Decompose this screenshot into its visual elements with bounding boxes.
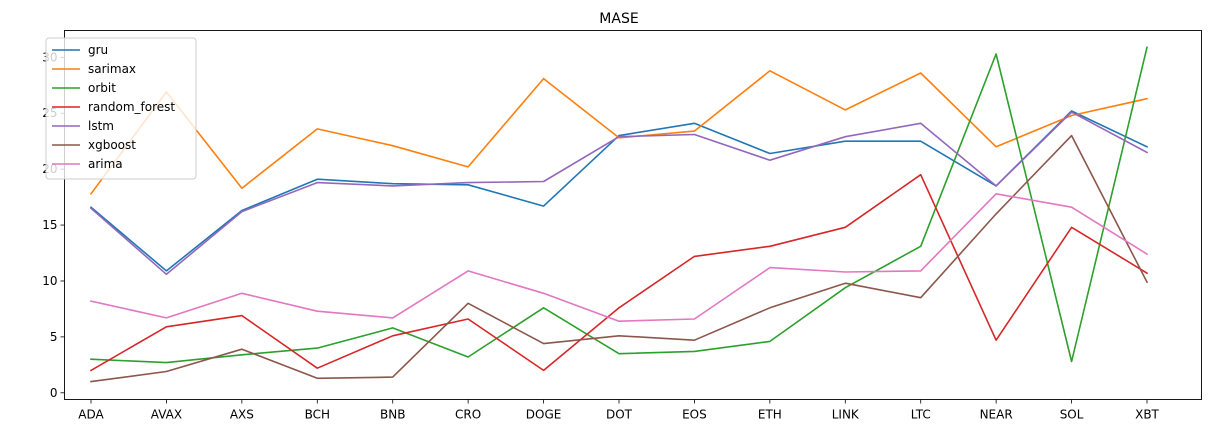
- x-tick-label: LTC: [911, 408, 931, 422]
- x-tick-label: CRO: [455, 408, 481, 422]
- x-tick-label: BNB: [380, 408, 405, 422]
- series-line-lstm: [89, 111, 1149, 276]
- x-tick-label: DOT: [606, 408, 633, 422]
- x-tick-label: AVAX: [151, 408, 182, 422]
- legend-label: sarimax: [88, 62, 136, 76]
- legend-label: lstm: [88, 119, 114, 133]
- legend-label: orbit: [88, 81, 116, 95]
- series-line-orbit: [90, 46, 1148, 364]
- legend-label: xgboost: [88, 138, 136, 152]
- x-tick-label: SOL: [1060, 408, 1084, 422]
- x-tick-label: AXS: [230, 408, 254, 422]
- x-tick-label: NEAR: [980, 408, 1013, 422]
- series-line-xgboost: [90, 134, 1149, 383]
- x-axis: ADA AVAX AXS BCH BNB CRO DOGE DOT EOS ETH LINK LTC N…: [78, 399, 1160, 422]
- legend-label: arima: [88, 157, 123, 171]
- y-tick-label: 0: [50, 386, 58, 400]
- x-tick-label: ADA: [78, 408, 104, 422]
- y-tick-label: 10: [42, 274, 57, 288]
- series-line-arima: [90, 193, 1149, 323]
- x-tick-label: ETH: [758, 408, 782, 422]
- plot-frame: [64, 30, 1202, 400]
- series-line-gru: [89, 110, 1149, 272]
- chart-title: MASE: [599, 11, 638, 27]
- legend-label: gru: [88, 43, 108, 57]
- plot-lines: [89, 46, 1149, 383]
- legend-box: [45, 37, 197, 180]
- x-tick-label: BCH: [305, 408, 330, 422]
- y-tick-label: 15: [42, 218, 57, 232]
- x-tick-label: XBT: [1135, 408, 1159, 422]
- series-line-random-forest: [89, 173, 1149, 372]
- x-tick-label: DOGE: [526, 408, 562, 422]
- series-line-sarimax: [89, 70, 1148, 195]
- x-tick-label: EOS: [682, 408, 707, 422]
- legend-label: random_forest: [88, 100, 175, 114]
- x-tick-label: LINK: [832, 408, 860, 422]
- y-tick-label: 5: [50, 330, 58, 344]
